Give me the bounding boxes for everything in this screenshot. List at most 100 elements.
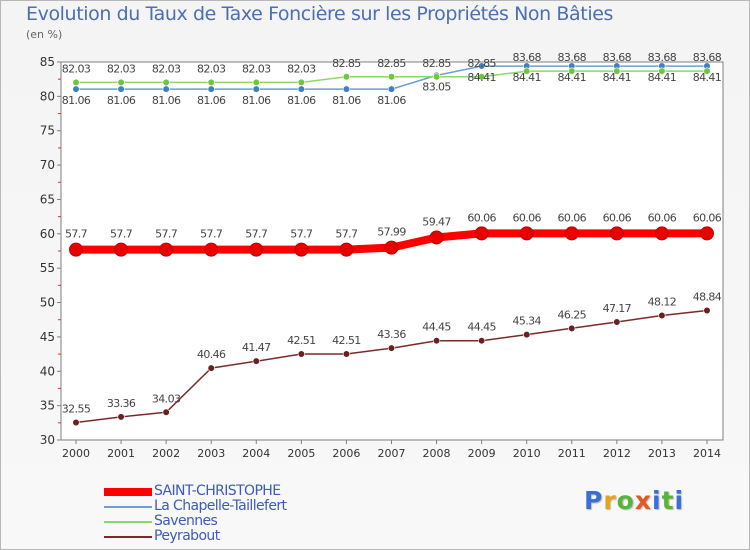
data-point <box>478 337 486 345</box>
data-label: 57.7 <box>245 228 268 241</box>
legend-item-savennes: Savennes <box>104 514 286 529</box>
data-point <box>204 242 219 257</box>
logo-letter: P <box>584 486 604 515</box>
data-label: 82.85 <box>377 57 406 70</box>
y-tick-label: 70 <box>40 158 55 172</box>
x-tick-label: 2009 <box>468 447 496 460</box>
data-point <box>568 67 576 75</box>
data-label: 44.45 <box>467 321 496 334</box>
data-point <box>654 226 669 241</box>
data-point <box>387 344 396 352</box>
logo-letter: x <box>634 486 652 515</box>
data-point <box>658 311 666 320</box>
data-point <box>568 324 576 332</box>
x-tick-label: 2008 <box>423 447 451 460</box>
data-point <box>162 78 170 87</box>
logo-letter: i <box>652 486 662 515</box>
data-label: 32.55 <box>62 402 91 415</box>
data-label: 82.03 <box>197 62 226 75</box>
y-tick-label: 75 <box>40 124 55 138</box>
data-point <box>342 85 351 93</box>
data-point <box>294 242 309 257</box>
data-label: 33.36 <box>107 397 136 410</box>
y-tick-label: 65 <box>40 192 55 206</box>
data-point <box>69 242 83 257</box>
data-point <box>387 85 396 93</box>
data-point <box>339 242 354 257</box>
logo-letter: t <box>661 486 675 515</box>
data-label: 83.68 <box>693 51 722 64</box>
data-point <box>162 408 170 416</box>
data-label: 42.51 <box>287 334 316 347</box>
data-point <box>159 242 174 257</box>
data-point <box>207 78 215 87</box>
data-point <box>429 230 444 245</box>
data-label: 82.85 <box>467 57 496 70</box>
data-point <box>703 306 711 315</box>
x-tick-label: 2000 <box>62 447 90 460</box>
data-label: 84.41 <box>467 71 496 84</box>
data-label: 83.05 <box>422 80 451 93</box>
data-point <box>432 337 441 345</box>
data-label: 48.12 <box>648 295 677 308</box>
data-point <box>117 85 125 93</box>
legend-swatch-saint-christophe <box>104 488 152 496</box>
data-point <box>703 67 711 75</box>
x-tick-label: 2007 <box>377 447 405 460</box>
data-label: 57.7 <box>200 228 223 241</box>
data-label: 81.06 <box>242 94 271 107</box>
data-label: 82.85 <box>422 57 451 70</box>
data-label: 57.7 <box>290 228 313 241</box>
data-label: 84.41 <box>558 71 587 84</box>
data-label: 82.03 <box>287 62 316 75</box>
logo-letter: r <box>603 486 617 515</box>
data-label: 42.51 <box>332 334 361 347</box>
data-label: 82.03 <box>107 62 136 75</box>
data-label: 81.06 <box>377 94 406 107</box>
y-tick-label: 45 <box>40 330 55 344</box>
x-tick-label: 2013 <box>648 447 676 460</box>
data-label: 44.45 <box>422 321 451 334</box>
data-label: 57.7 <box>110 228 133 241</box>
legend-swatch-la-chapelle-taillefert <box>104 506 152 508</box>
data-point <box>72 85 80 93</box>
data-point <box>114 242 129 257</box>
data-label: 82.03 <box>152 62 181 75</box>
data-point <box>162 85 170 93</box>
data-point <box>523 330 531 339</box>
x-tick-label: 2006 <box>332 447 360 460</box>
data-label: 83.68 <box>648 51 677 64</box>
data-label: 81.06 <box>197 94 226 107</box>
data-label: 57.99 <box>377 226 406 239</box>
data-label: 60.06 <box>467 211 496 224</box>
legend-label-saint-christophe: SAINT-CHRISTOPHE <box>154 483 281 499</box>
data-point <box>613 318 621 326</box>
data-label: 57.7 <box>155 228 178 241</box>
data-label: 60.06 <box>648 211 677 224</box>
x-tick-label: 2012 <box>603 447 631 460</box>
legend-item-la-chapelle-taillefert: La Chapelle-Taillefert <box>104 498 287 514</box>
data-label: 81.06 <box>332 94 361 107</box>
data-label: 34.03 <box>152 392 181 405</box>
x-tick-label: 2014 <box>693 447 721 460</box>
legend-label-la-chapelle-taillefert: La Chapelle-Taillefert <box>154 498 287 514</box>
proxiti-logo: Proxiti <box>584 486 684 515</box>
legend-label-peyrabout: Peyrabout <box>154 528 220 544</box>
data-label: 59.47 <box>422 215 451 228</box>
y-tick-label: 40 <box>40 364 55 378</box>
legend-swatch-savennes <box>104 521 152 523</box>
data-point <box>478 73 486 81</box>
data-point <box>609 226 624 241</box>
data-label: 81.06 <box>107 94 136 107</box>
data-label: 57.7 <box>335 228 358 241</box>
legend: SAINT-CHRISTOPHE La Chapelle-Taillefert … <box>104 483 287 544</box>
data-label: 81.06 <box>287 94 316 107</box>
data-point <box>252 85 260 93</box>
x-tick-label: 2003 <box>197 447 225 460</box>
logo-letter: i <box>674 486 685 515</box>
data-point <box>387 73 396 81</box>
data-label: 60.06 <box>512 211 541 224</box>
data-point <box>478 62 486 70</box>
data-point <box>519 226 534 241</box>
data-point <box>613 67 621 75</box>
